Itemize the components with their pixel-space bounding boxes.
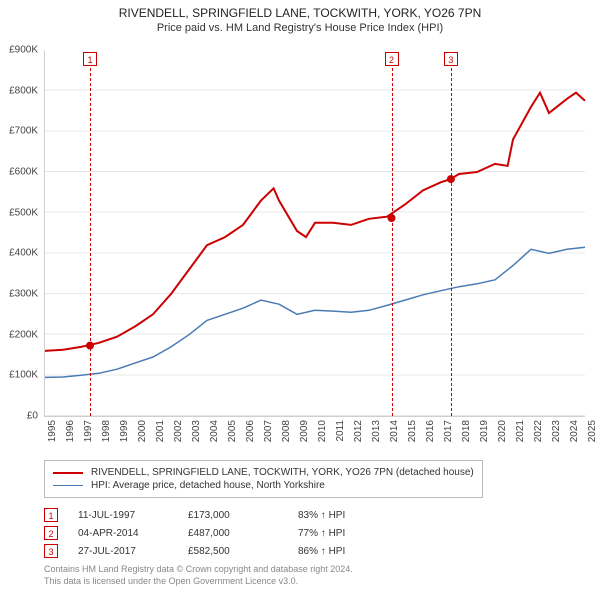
row-date: 04-APR-2014 [78, 528, 188, 539]
legend-label: HPI: Average price, detached house, Nort… [91, 480, 325, 491]
sale-marker-line [392, 68, 393, 416]
x-tick-label: 2020 [497, 420, 508, 442]
x-tick-label: 2005 [227, 420, 238, 442]
x-tick-label: 2011 [335, 420, 346, 442]
y-tick-label: £400K [9, 248, 38, 259]
x-tick-label: 1996 [65, 420, 76, 442]
x-tick-label: 2024 [569, 420, 580, 442]
x-tick-label: 2022 [533, 420, 544, 442]
x-tick-label: 2002 [173, 420, 184, 442]
x-tick-label: 2010 [317, 420, 328, 442]
x-tick-label: 2004 [209, 420, 220, 442]
x-tick-label: 2008 [281, 420, 292, 442]
x-tick-label: 1999 [119, 420, 130, 442]
legend-swatch [53, 472, 83, 474]
row-price: £173,000 [188, 510, 298, 521]
x-tick-label: 2013 [371, 420, 382, 442]
chart-container: { "title": "RIVENDELL, SPRINGFIELD LANE,… [0, 6, 600, 596]
x-tick-label: 2023 [551, 420, 562, 442]
y-tick-label: £900K [9, 45, 38, 56]
x-tick-label: 2000 [137, 420, 148, 442]
legend-swatch [53, 485, 83, 486]
plot-area: 1 2 3 [44, 50, 585, 417]
row-date: 11-JUL-1997 [78, 510, 188, 521]
y-tick-label: £600K [9, 167, 38, 178]
arrow-up-icon: ↑ [321, 528, 326, 539]
x-tick-label: 2016 [425, 420, 436, 442]
legend: RIVENDELL, SPRINGFIELD LANE, TOCKWITH, Y… [44, 460, 483, 498]
row-price: £582,500 [188, 546, 298, 557]
sale-marker-line [451, 68, 452, 416]
plot-svg [45, 50, 585, 416]
x-tick-label: 1997 [83, 420, 94, 442]
row-flag: 2 [44, 526, 58, 540]
row-flag: 1 [44, 508, 58, 522]
legend-row: RIVENDELL, SPRINGFIELD LANE, TOCKWITH, Y… [53, 467, 474, 478]
chart-subtitle: Price paid vs. HM Land Registry's House … [0, 22, 600, 34]
y-tick-label: £300K [9, 289, 38, 300]
sale-marker-flag: 2 [385, 52, 399, 66]
x-tick-label: 1995 [47, 420, 58, 442]
x-tick-label: 2017 [443, 420, 454, 442]
row-flag: 3 [44, 544, 58, 558]
table-row: 1 11-JUL-1997£173,00083% ↑ HPI [44, 506, 378, 524]
y-tick-label: £100K [9, 370, 38, 381]
x-tick-label: 2018 [461, 420, 472, 442]
chart-title: RIVENDELL, SPRINGFIELD LANE, TOCKWITH, Y… [0, 6, 600, 20]
legend-label: RIVENDELL, SPRINGFIELD LANE, TOCKWITH, Y… [91, 467, 474, 478]
x-tick-label: 2025 [587, 420, 598, 442]
row-pct: 86% ↑ HPI [298, 546, 378, 557]
footer-attribution: Contains HM Land Registry data © Crown c… [44, 564, 353, 587]
arrow-up-icon: ↑ [321, 546, 326, 557]
x-tick-label: 2012 [353, 420, 364, 442]
sale-marker-flag: 3 [444, 52, 458, 66]
sale-marker-flag: 1 [83, 52, 97, 66]
footer-line-1: Contains HM Land Registry data © Crown c… [44, 564, 353, 576]
sale-marker-line [90, 68, 91, 416]
table-row: 3 27-JUL-2017£582,50086% ↑ HPI [44, 542, 378, 560]
x-tick-label: 2021 [515, 420, 526, 442]
y-axis-labels: £0£100K£200K£300K£400K£500K£600K£700K£80… [0, 50, 42, 416]
y-tick-label: £500K [9, 207, 38, 218]
y-tick-label: £800K [9, 85, 38, 96]
x-tick-label: 1998 [101, 420, 112, 442]
x-tick-label: 2003 [191, 420, 202, 442]
row-date: 27-JUL-2017 [78, 546, 188, 557]
x-tick-label: 2001 [155, 420, 166, 442]
series-hpi [45, 247, 585, 377]
legend-row: HPI: Average price, detached house, Nort… [53, 480, 474, 491]
table-row: 2 04-APR-2014£487,00077% ↑ HPI [44, 524, 378, 542]
row-price: £487,000 [188, 528, 298, 539]
x-tick-label: 2014 [389, 420, 400, 442]
y-tick-label: £700K [9, 126, 38, 137]
footer-line-2: This data is licensed under the Open Gov… [44, 576, 353, 588]
x-tick-label: 2006 [245, 420, 256, 442]
y-tick-label: £200K [9, 329, 38, 340]
series-property [45, 93, 585, 351]
arrow-up-icon: ↑ [321, 510, 326, 521]
x-tick-label: 2019 [479, 420, 490, 442]
x-tick-label: 2007 [263, 420, 274, 442]
x-tick-label: 2015 [407, 420, 418, 442]
y-tick-label: £0 [27, 411, 38, 422]
row-pct: 83% ↑ HPI [298, 510, 378, 521]
x-tick-label: 2009 [299, 420, 310, 442]
row-pct: 77% ↑ HPI [298, 528, 378, 539]
sales-table: 1 11-JUL-1997£173,00083% ↑ HPI 2 04-APR-201… [44, 506, 378, 560]
